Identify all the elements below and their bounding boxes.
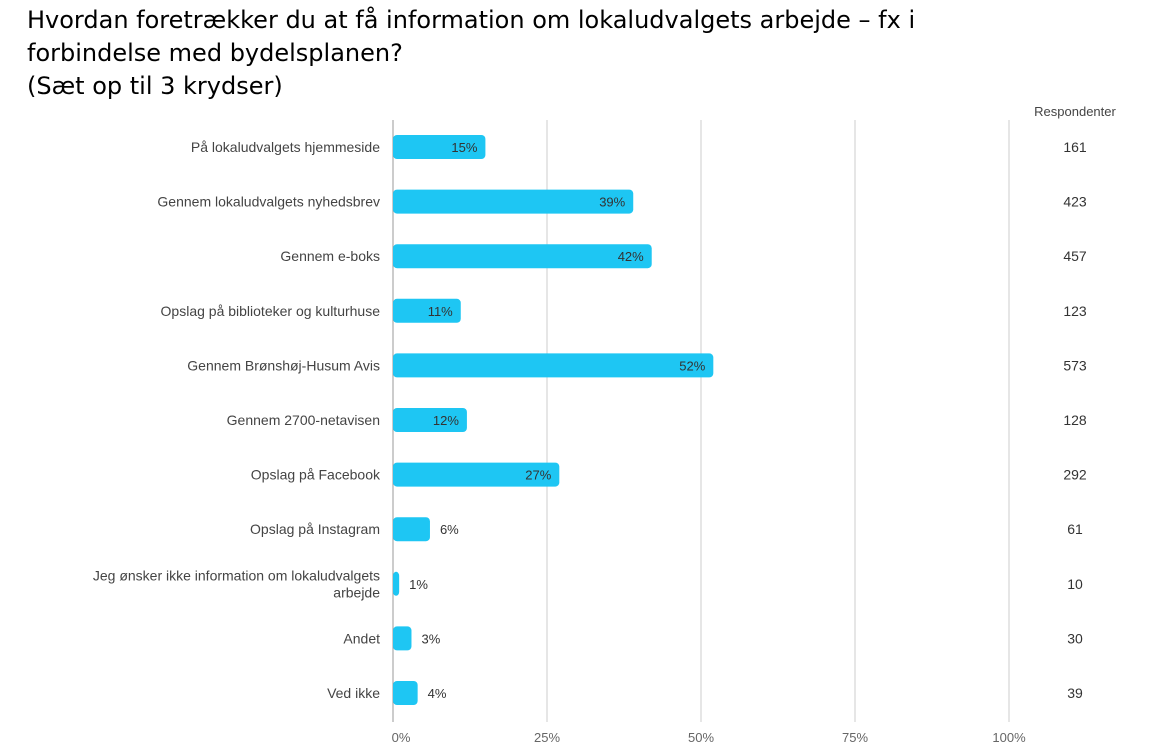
respondents-value: 292 <box>1063 467 1087 483</box>
x-tick-label: 25% <box>534 730 560 745</box>
respondents-value: 10 <box>1067 576 1083 592</box>
bar <box>393 408 467 432</box>
bar-value-label: 3% <box>421 631 440 646</box>
x-tick-label: 0% <box>392 730 411 745</box>
category-label: Gennem Brønshøj-Husum Avis <box>187 357 380 373</box>
bar <box>393 189 634 214</box>
respondents-value: 61 <box>1067 521 1083 537</box>
category-label: Andet <box>343 630 380 646</box>
title-line-3: (Sæt op til 3 krydser) <box>27 72 283 100</box>
category-label: Opslag på Facebook <box>251 467 381 483</box>
respondents-value: 30 <box>1067 630 1083 646</box>
category-label: Gennem lokaludvalgets nyhedsbrev <box>157 194 380 210</box>
bar <box>393 462 560 487</box>
category-label: Jeg ønsker ikke information om lokaludva… <box>93 567 380 583</box>
bar <box>393 517 430 542</box>
bar <box>393 244 652 269</box>
respondents-value: 457 <box>1063 248 1087 264</box>
bar <box>393 681 418 705</box>
bar-value-label: 42% <box>618 249 644 264</box>
respondents-header: Respondenter <box>1034 104 1116 119</box>
title-line-1: Hvordan foretrækker du at få information… <box>27 6 916 34</box>
bar <box>393 353 714 378</box>
bar-value-label: 27% <box>525 468 551 483</box>
respondents-value: 161 <box>1063 139 1087 155</box>
bar-value-label: 39% <box>599 195 625 210</box>
category-label: Opslag på Instagram <box>250 521 380 537</box>
category-label: Ved ikke <box>327 685 380 701</box>
x-tick-label: 50% <box>688 730 714 745</box>
bar-value-label: 6% <box>440 522 459 537</box>
bar-value-label: 4% <box>428 686 447 701</box>
chart-title: Hvordan foretrækker du at få information… <box>27 4 1127 103</box>
bar <box>393 571 400 596</box>
bar-value-label: 15% <box>451 140 477 155</box>
x-tick-label: 100% <box>992 730 1026 745</box>
respondents-value: 423 <box>1063 194 1087 210</box>
category-label: arbejde <box>333 584 380 600</box>
category-label: Gennem e-boks <box>280 248 380 264</box>
title-line-2: forbindelse med bydelsplanen? <box>27 39 403 67</box>
respondents-value: 573 <box>1063 357 1087 373</box>
bar <box>393 135 486 159</box>
category-label: På lokaludvalgets hjemmeside <box>191 139 380 155</box>
bar <box>393 626 412 651</box>
bar-value-label: 12% <box>433 413 459 428</box>
x-tick-label: 75% <box>842 730 868 745</box>
bar-value-label: 1% <box>409 577 428 592</box>
respondents-value: 39 <box>1067 685 1083 701</box>
bar <box>393 298 461 323</box>
respondents-value: 128 <box>1063 412 1087 428</box>
bar-value-label: 11% <box>428 304 453 319</box>
bar-value-label: 52% <box>679 358 705 373</box>
category-label: Gennem 2700-netavisen <box>227 412 380 428</box>
respondents-value: 123 <box>1063 303 1087 319</box>
category-label: Opslag på biblioteker og kulturhuse <box>161 303 381 319</box>
